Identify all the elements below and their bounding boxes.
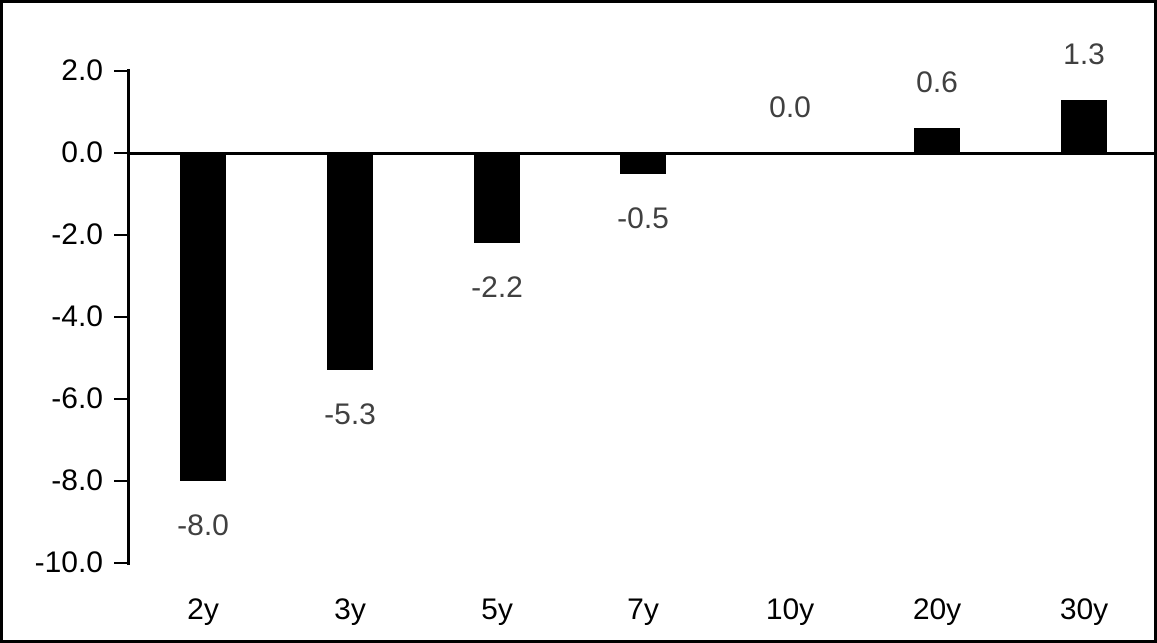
data-label-5y: -2.2: [471, 271, 523, 304]
category-label-30y: 30y: [1059, 593, 1109, 626]
y-tick-label-5: -8.0: [51, 464, 103, 497]
y-tick-label-3: -4.0: [51, 300, 103, 333]
data-label-7y: -0.5: [617, 202, 669, 235]
bar-30y: [1061, 100, 1107, 153]
category-label-3y: 3y: [334, 593, 366, 626]
y-tick-mark-3: [114, 316, 127, 318]
category-label-10y: 10y: [765, 593, 815, 626]
data-label-20y: 0.6: [916, 66, 958, 99]
category-label-2y: 2y: [187, 593, 219, 626]
category-label-20y: 20y: [912, 593, 962, 626]
y-tick-mark-1: [114, 152, 127, 154]
data-label-10y: 0.0: [769, 91, 811, 124]
data-label-3y: -5.3: [324, 398, 376, 431]
bar-2y: [180, 153, 226, 481]
bar-7y: [620, 153, 666, 174]
y-tick-label-0: 2.0: [61, 54, 103, 87]
bar-5y: [474, 153, 520, 243]
bar-3y: [327, 153, 373, 370]
y-tick-label-2: -2.0: [51, 218, 103, 251]
y-tick-mark-4: [114, 398, 127, 400]
y-axis-line: [127, 69, 130, 565]
category-label-5y: 5y: [481, 593, 513, 626]
y-tick-mark-5: [114, 480, 127, 482]
y-tick-mark-6: [114, 562, 127, 564]
y-tick-label-4: -6.0: [51, 382, 103, 415]
data-label-30y: 1.3: [1063, 38, 1105, 71]
y-tick-label-1: 0.0: [61, 136, 103, 169]
y-tick-mark-2: [114, 234, 127, 236]
data-label-2y: -8.0: [177, 509, 229, 542]
y-tick-label-6: -10.0: [34, 546, 103, 579]
y-tick-mark-0: [114, 70, 127, 72]
bar-20y: [914, 128, 960, 153]
category-label-7y: 7y: [627, 593, 659, 626]
